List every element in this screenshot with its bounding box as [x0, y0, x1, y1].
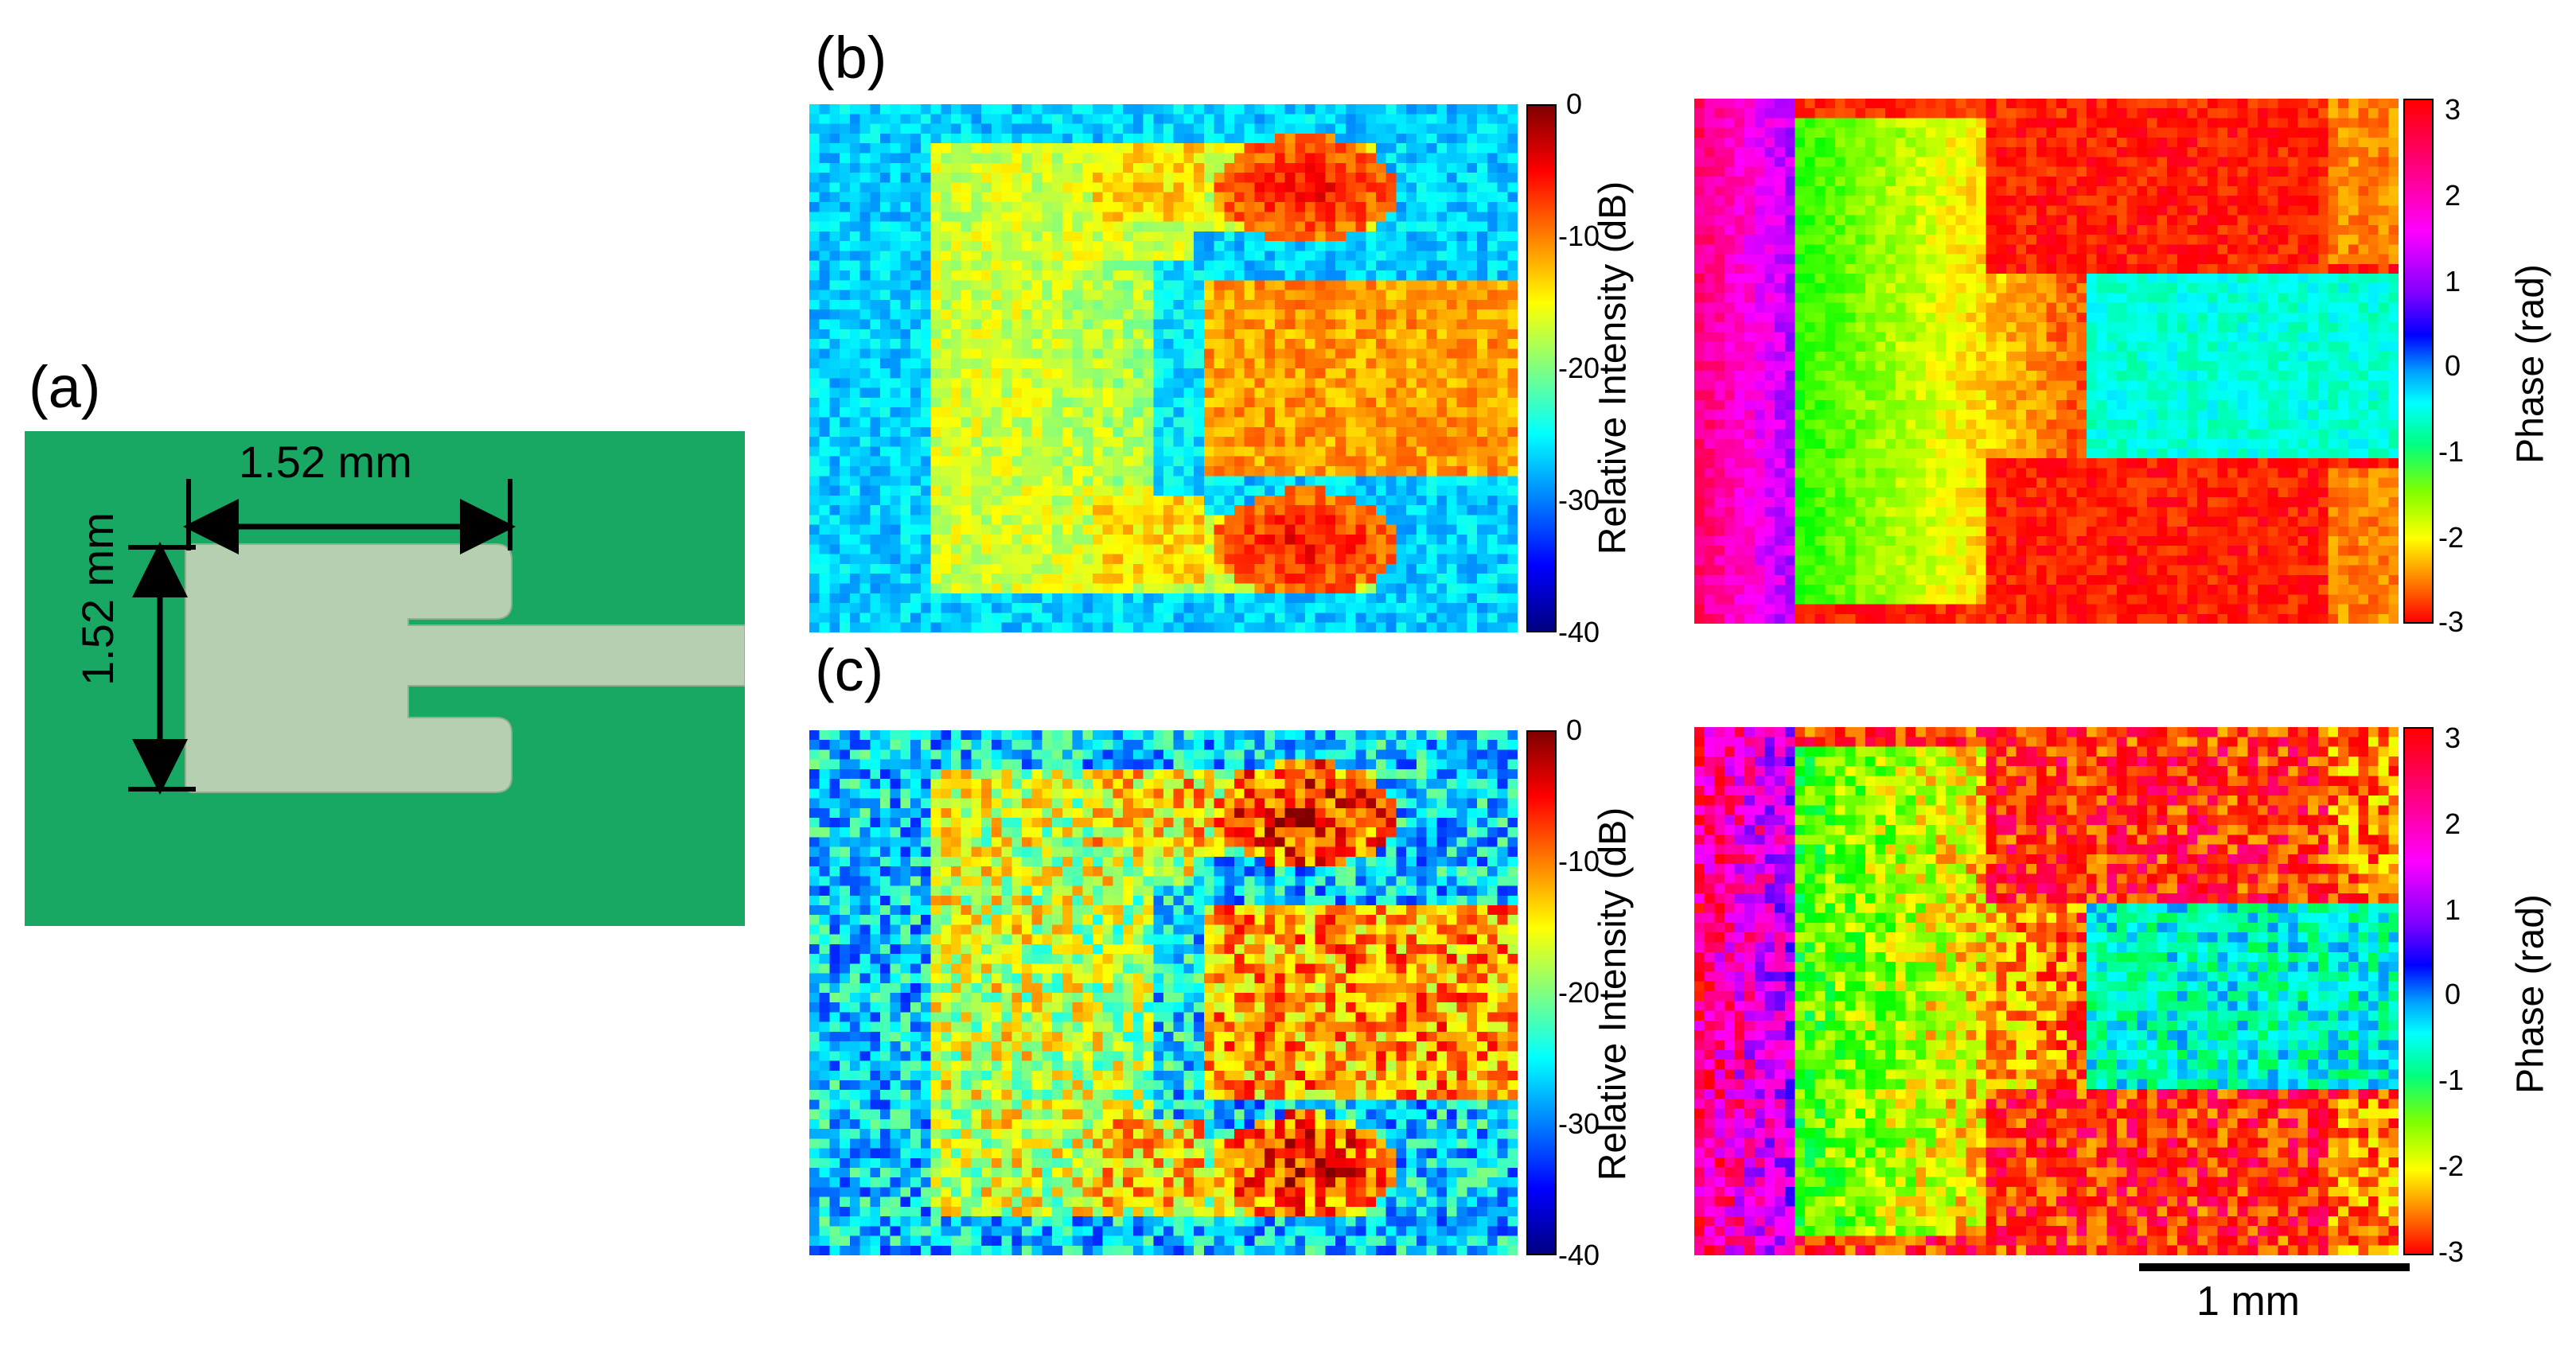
colorbar-tick: 3 — [2445, 722, 2461, 754]
colorbar-tick: 0 — [1566, 88, 1583, 120]
heatmap-b-intensity — [809, 104, 1518, 632]
heatmap-b-phase — [1694, 99, 2399, 624]
colorbar-title-phase-b: Phase (rad) — [2509, 264, 2552, 464]
colorbar-tick: -40 — [1558, 1239, 1600, 1271]
colorbar-tick: -1 — [2438, 435, 2465, 468]
colorbar-tick: -10 — [1558, 220, 1600, 252]
dimension-label-horizontal: 1.52 mm — [239, 437, 412, 487]
colorbar-phase-c — [2403, 727, 2434, 1255]
colorbar-tick: -2 — [2438, 521, 2465, 554]
dimension-label-vertical: 1.52 mm — [72, 512, 123, 686]
panel-label-b: (b) — [815, 25, 887, 91]
antenna-photo — [25, 431, 746, 926]
heatmap-c-phase — [1694, 727, 2399, 1255]
colorbar-tick: -3 — [2438, 605, 2465, 638]
colorbar-tick: 2 — [2445, 179, 2461, 212]
heatmap-c-intensity — [809, 730, 1518, 1255]
colorbar-tick: -40 — [1558, 616, 1600, 648]
panel-label-a: (a) — [29, 354, 101, 420]
colorbar-tick: -30 — [1558, 484, 1600, 516]
scale-bar — [2139, 1263, 2410, 1271]
colorbar-title-intensity-c: Relative Intensity (dB) — [1592, 807, 1635, 1181]
colorbar-title-intensity-b: Relative Intensity (dB) — [1592, 181, 1635, 555]
colorbar-tick: 0 — [1566, 714, 1583, 746]
colorbar-tick: -10 — [1558, 845, 1600, 877]
colorbar-intensity-c — [1526, 730, 1557, 1255]
colorbar-title-phase-c: Phase (rad) — [2509, 894, 2552, 1094]
colorbar-tick: 3 — [2445, 93, 2461, 126]
colorbar-phase-b — [2403, 99, 2434, 624]
colorbar-tick: 1 — [2445, 893, 2461, 926]
colorbar-tick: 0 — [2445, 349, 2461, 382]
panel-label-c: (c) — [815, 637, 884, 703]
colorbar-tick: -20 — [1558, 352, 1600, 384]
colorbar-tick: -3 — [2438, 1235, 2465, 1268]
colorbar-tick: -30 — [1558, 1107, 1600, 1140]
colorbar-tick: 0 — [2445, 978, 2461, 1010]
colorbar-tick: 1 — [2445, 265, 2461, 298]
colorbar-tick: -20 — [1558, 976, 1600, 1009]
colorbar-tick: -1 — [2438, 1064, 2465, 1096]
colorbar-intensity-b — [1526, 104, 1557, 632]
colorbar-tick: -2 — [2438, 1150, 2465, 1182]
colorbar-tick: 2 — [2445, 807, 2461, 840]
scale-bar-label: 1 mm — [2196, 1278, 2300, 1325]
